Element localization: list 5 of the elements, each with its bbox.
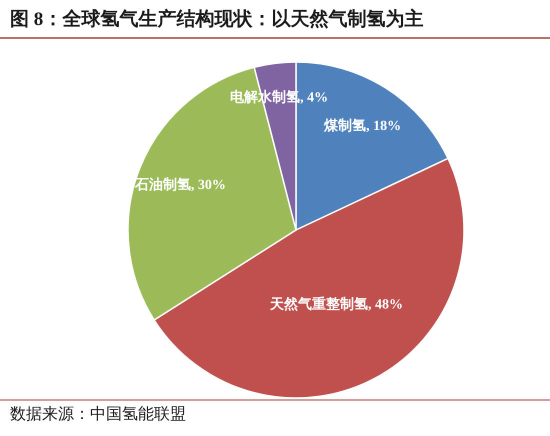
- source-note: 数据来源：中国氢能联盟: [10, 405, 186, 423]
- chart-title: 图 8：全球氢气生产结构现状：以天然气制氢为主: [10, 8, 424, 30]
- slice-label: 石油制氢, 30%: [134, 177, 226, 194]
- slice-label: 煤制氢, 18%: [323, 118, 402, 134]
- slice-label: 天然气重整制氢, 48%: [268, 296, 403, 313]
